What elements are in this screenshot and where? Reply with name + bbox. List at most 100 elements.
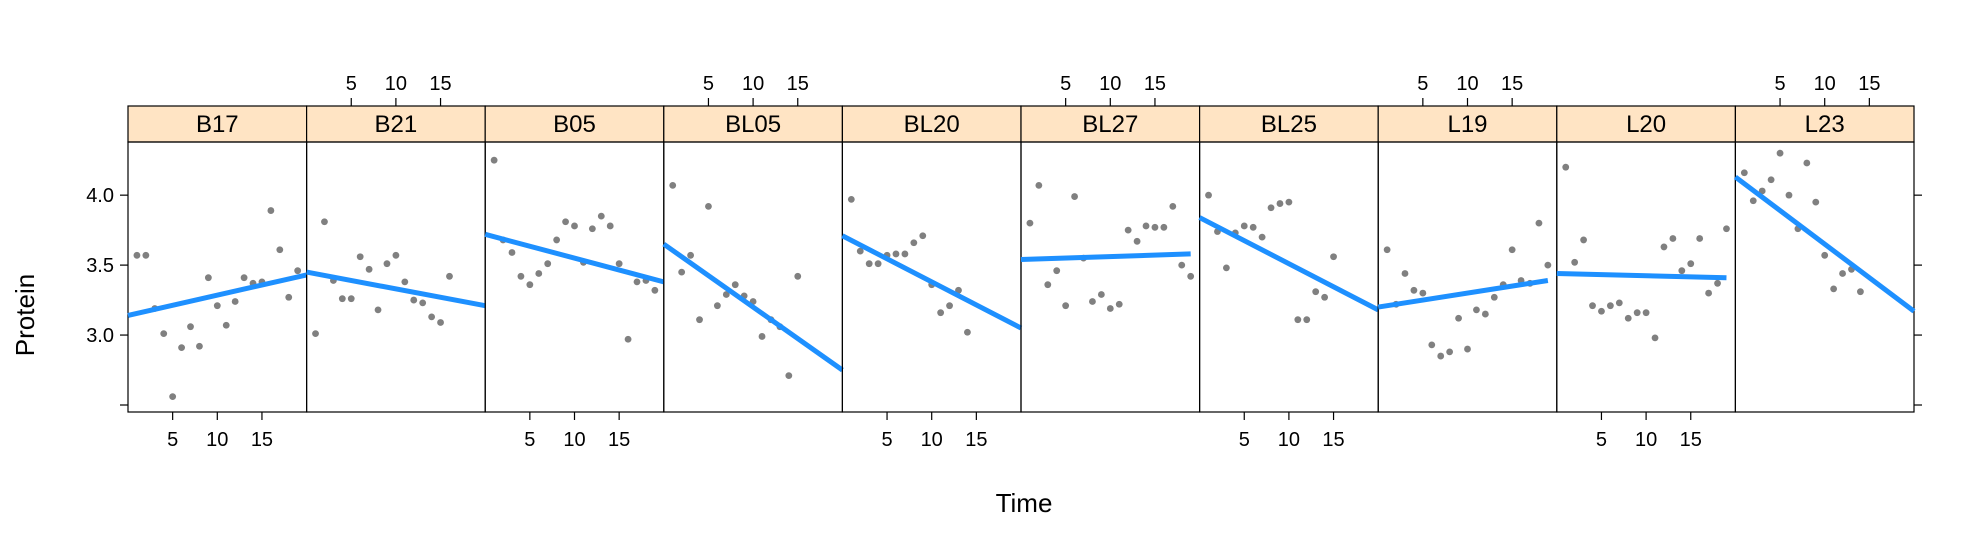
data-point — [1205, 191, 1212, 199]
data-point — [410, 296, 418, 304]
data-point — [1285, 198, 1293, 206]
data-point — [1562, 163, 1570, 171]
strip-b17 — [127, 105, 308, 143]
strip-label: B05 — [553, 111, 596, 138]
x-tick-label: 5 — [703, 73, 714, 95]
fit-line — [1556, 271, 1727, 281]
data-point — [687, 251, 694, 259]
strip-label: BL05 — [725, 111, 781, 138]
data-point — [696, 316, 703, 324]
x-tick-label: 15 — [787, 73, 809, 95]
data-point — [419, 299, 427, 307]
data-point — [213, 302, 221, 310]
panel-bl20: BL20 5 10 15 — [841, 105, 1023, 451]
x-tick-label: 5 — [1417, 73, 1428, 95]
panel-frame — [841, 141, 1022, 413]
data-point — [964, 328, 971, 336]
data-point — [1330, 253, 1337, 261]
data-point — [1839, 270, 1846, 277]
data-point — [633, 278, 641, 286]
data-point — [187, 323, 194, 331]
strip-l19 — [1377, 105, 1558, 143]
data-point — [865, 260, 873, 268]
fit-line — [1377, 278, 1549, 310]
data-point — [204, 274, 212, 282]
data-point — [624, 335, 632, 343]
x-axis-title: Time — [996, 488, 1053, 518]
data-point — [1303, 316, 1311, 324]
data-point — [1258, 233, 1266, 241]
fit-line — [1020, 251, 1191, 263]
data-point — [713, 302, 721, 310]
data-point — [1714, 279, 1721, 287]
x-tick-label: 15 — [251, 429, 273, 451]
x-tick-label: 15 — [1858, 73, 1880, 95]
data-point — [1544, 261, 1552, 269]
data-point — [1446, 348, 1454, 356]
fit-line — [484, 231, 665, 285]
strip-label: L19 — [1447, 111, 1487, 138]
fit-line — [1733, 174, 1916, 314]
data-point — [785, 372, 793, 380]
x-tick-label: 5 — [524, 429, 535, 451]
panel-l19: L19 5 10 15 — [1377, 73, 1558, 413]
x-tick-label: 10 — [563, 429, 585, 451]
data-point — [1142, 222, 1150, 230]
panel-l23: L23 5 10 15 — [1733, 73, 1916, 413]
data-point — [437, 319, 444, 326]
x-tick-label: 5 — [346, 73, 357, 95]
strip-label: BL25 — [1261, 111, 1317, 138]
data-point — [910, 239, 918, 247]
data-point — [1437, 352, 1445, 360]
y-tick-label: 4.0 — [86, 185, 114, 207]
x-tick-label: 10 — [206, 429, 228, 451]
data-point — [651, 286, 659, 294]
data-point — [1490, 293, 1498, 301]
panel-frame — [1020, 141, 1201, 413]
data-point — [240, 274, 248, 282]
data-point — [1187, 272, 1195, 280]
data-point — [919, 232, 927, 240]
data-point — [1571, 258, 1579, 266]
data-point — [231, 298, 239, 305]
data-point — [1606, 302, 1614, 310]
data-point — [1169, 202, 1177, 210]
data-point — [1678, 267, 1686, 275]
data-point — [1062, 302, 1070, 310]
data-point — [1633, 309, 1641, 317]
data-point — [1785, 191, 1793, 199]
x-tick-label: 15 — [1501, 73, 1523, 95]
data-point — [133, 251, 141, 259]
data-point — [553, 236, 561, 244]
data-point — [1758, 187, 1766, 195]
x-tick-label: 15 — [608, 429, 630, 451]
data-point — [1428, 341, 1436, 349]
data-point — [847, 195, 855, 203]
data-point — [312, 330, 319, 338]
data-point — [1651, 334, 1659, 342]
data-point — [1178, 261, 1186, 269]
data-point — [1473, 306, 1480, 314]
data-point — [1035, 181, 1043, 189]
x-tick-label: 5 — [1239, 429, 1250, 451]
data-point — [1401, 270, 1409, 277]
panel-b05: B05 5 10 15 — [484, 105, 665, 451]
strip-label: B17 — [196, 111, 239, 138]
data-point — [1508, 246, 1516, 254]
data-point — [678, 268, 686, 276]
data-point — [758, 333, 766, 340]
data-point — [856, 247, 864, 255]
data-point — [1124, 226, 1132, 234]
data-point — [1642, 309, 1650, 317]
x-tick-label: 5 — [881, 429, 892, 451]
fit-line — [1198, 215, 1380, 313]
panel-frame — [1198, 141, 1379, 413]
panel-b21: B21 5 10 15 — [306, 73, 486, 413]
data-point — [294, 267, 302, 275]
y-axis-title: Protein — [10, 274, 40, 356]
data-point — [446, 272, 453, 280]
strip-label: L23 — [1805, 111, 1845, 138]
x-tick-label: 5 — [167, 429, 178, 451]
data-point — [1660, 243, 1668, 251]
data-point — [169, 393, 177, 401]
